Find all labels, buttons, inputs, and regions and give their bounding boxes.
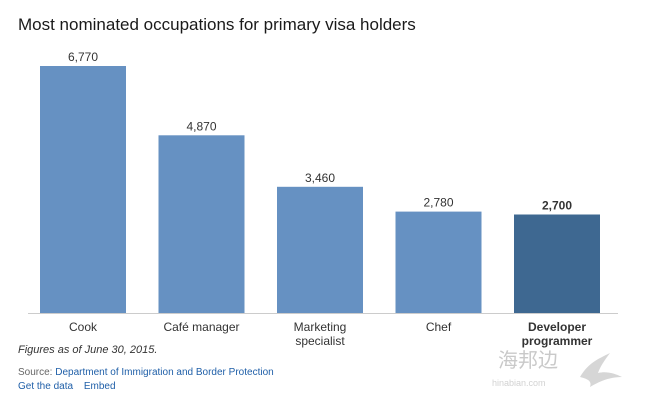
value-label-3: 2,780 bbox=[423, 196, 453, 210]
source-link[interactable]: Department of Immigration and Border Pro… bbox=[55, 367, 274, 378]
figures-note: Figures as of June 30, 2015. bbox=[18, 344, 158, 356]
bar-1[interactable] bbox=[158, 135, 245, 313]
bar-3[interactable] bbox=[395, 211, 482, 313]
category-label-0: Cook bbox=[69, 320, 98, 334]
value-label-1: 4,870 bbox=[186, 119, 216, 133]
get-the-data-link[interactable]: Get the data bbox=[18, 381, 74, 392]
watermark-logo: 海邦边 hinabian.com bbox=[480, 343, 630, 393]
embed-link[interactable]: Embed bbox=[83, 381, 116, 392]
bar-0[interactable] bbox=[40, 66, 126, 313]
chart-links: Get the data Embed bbox=[18, 381, 124, 392]
bar-4[interactable] bbox=[514, 214, 600, 314]
watermark-text: 海邦边 bbox=[498, 348, 558, 372]
chart-title: Most nominated occupations for primary v… bbox=[18, 15, 416, 34]
value-label-0: 6,770 bbox=[68, 50, 98, 64]
category-label-2: Marketing specialist bbox=[294, 320, 347, 348]
source-line: Source: Department of Immigration and Bo… bbox=[18, 367, 274, 378]
source-prefix: Source: bbox=[18, 367, 56, 378]
value-label-4: 2,700 bbox=[542, 199, 572, 213]
bird-icon: 海邦边 hinabian.com bbox=[492, 348, 622, 388]
bar-2[interactable] bbox=[277, 186, 363, 313]
value-label-2: 3,460 bbox=[305, 171, 335, 185]
category-label-3: Chef bbox=[426, 320, 452, 334]
category-label-1: Café manager bbox=[163, 320, 239, 334]
watermark-subtext: hinabian.com bbox=[492, 378, 546, 388]
category-label-4: Developer programmer bbox=[522, 320, 593, 348]
